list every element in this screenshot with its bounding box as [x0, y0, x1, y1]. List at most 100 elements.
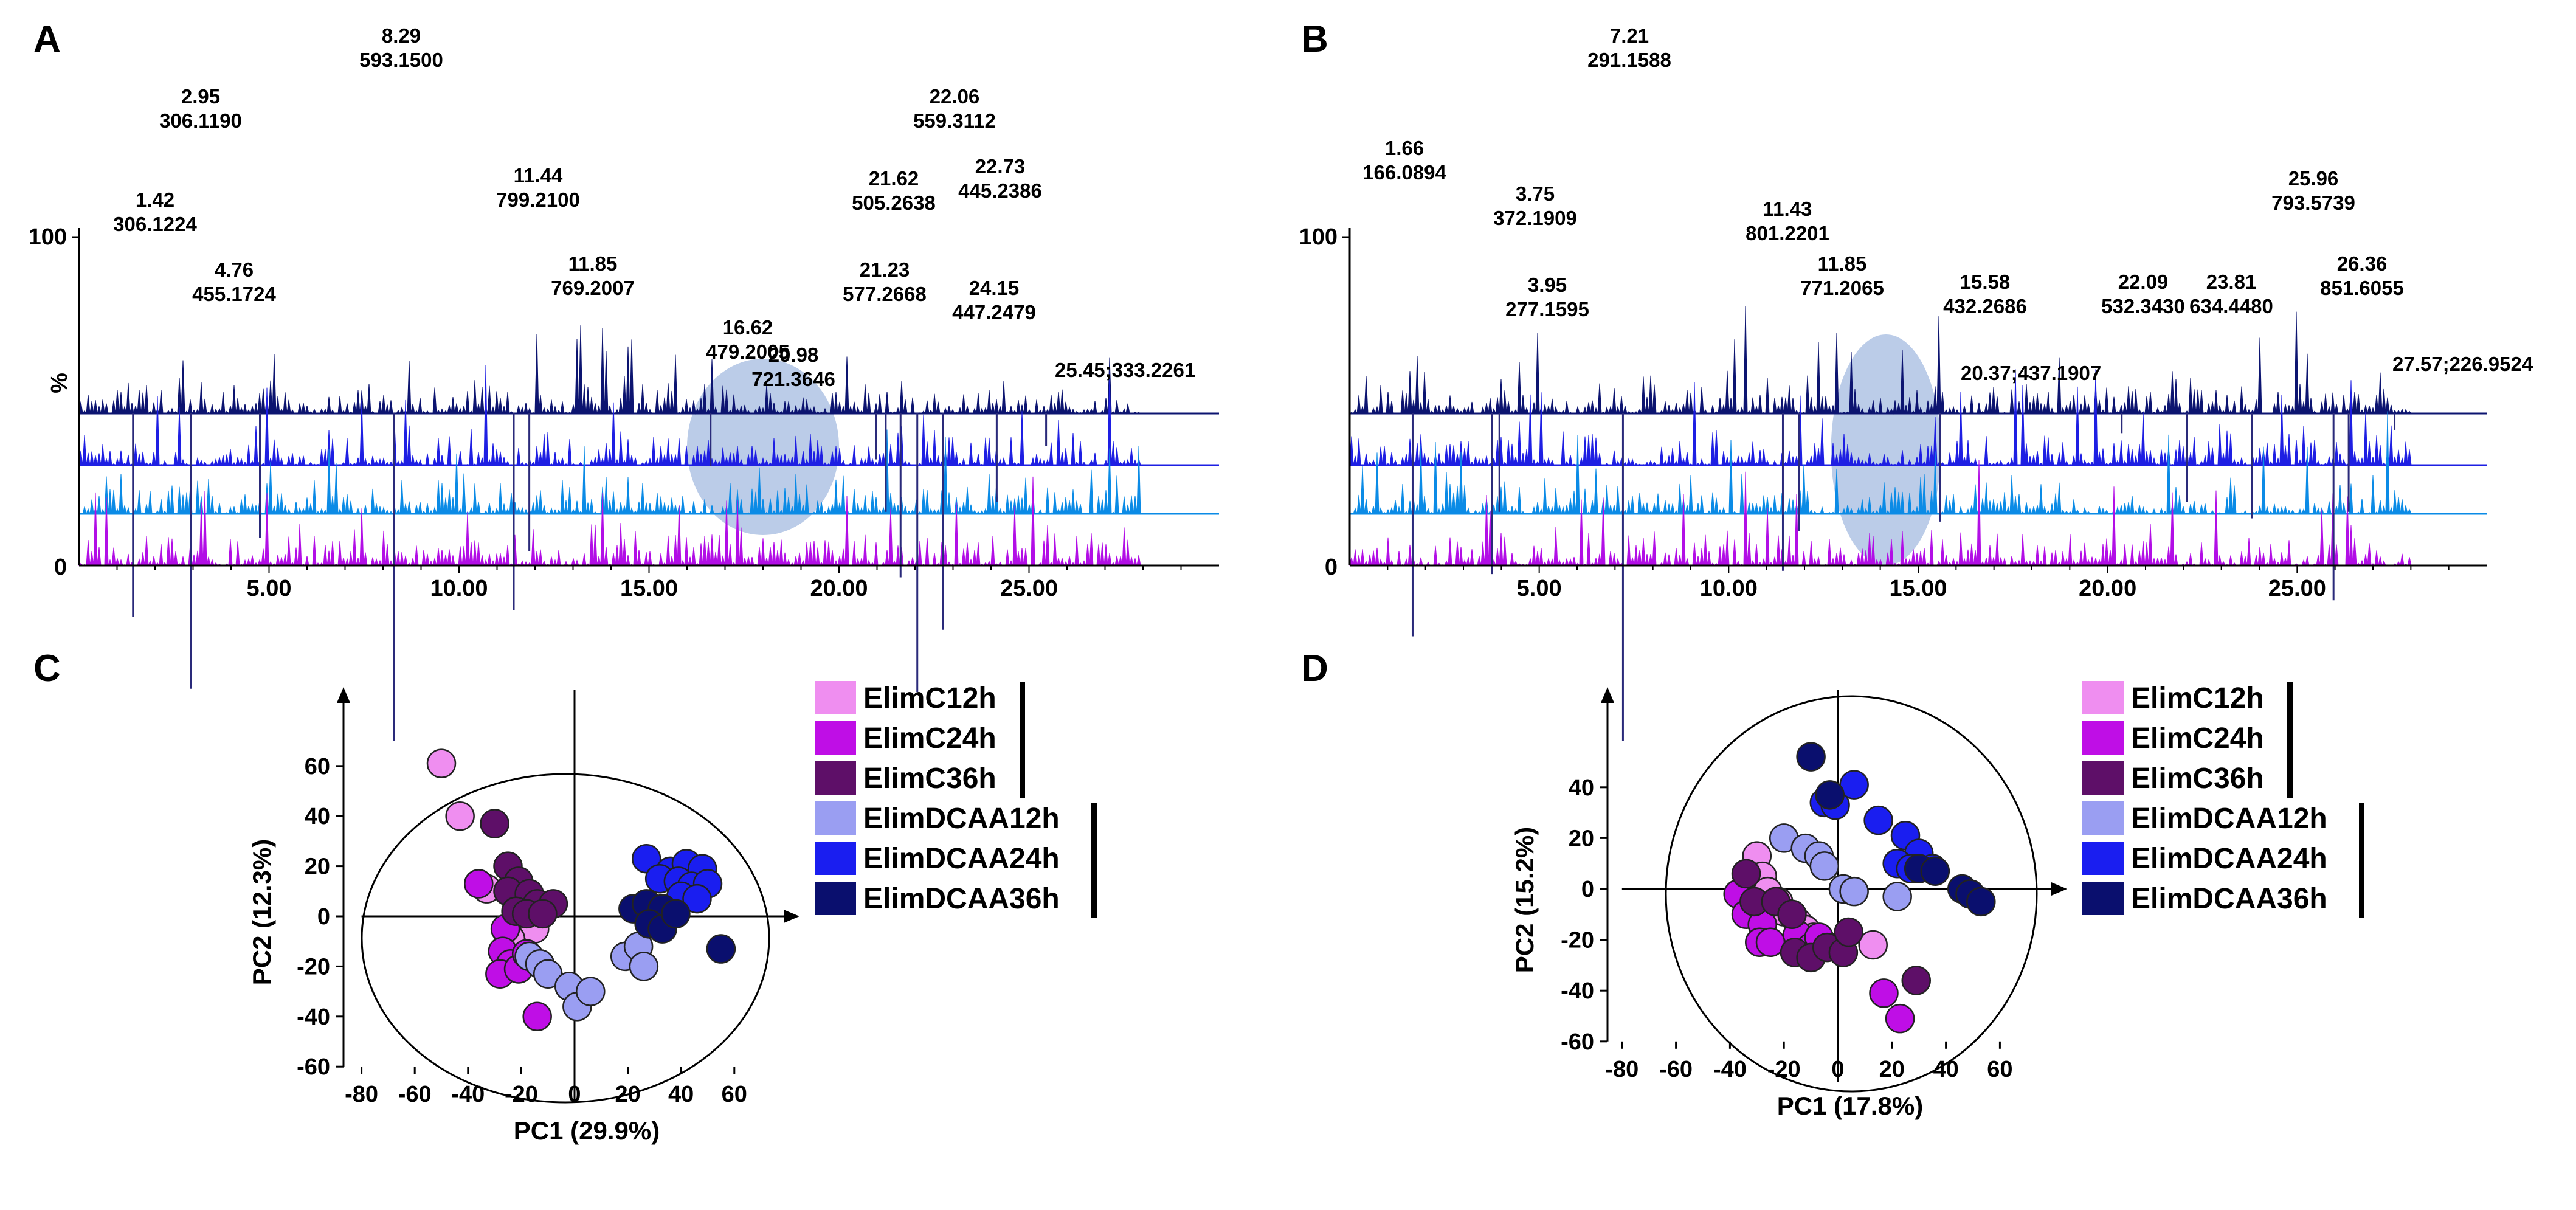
chromatogram-b: 100 0 5.00 10.00 15.00 20.00 25.00 1.66166.0894…: [1299, 24, 2533, 741]
group-bar: [2287, 682, 2293, 798]
peak-label-mz: 479.2005: [706, 341, 790, 363]
y-tick-label: -60: [297, 1054, 330, 1080]
data-point: [1731, 859, 1761, 889]
peak-label-rt: 11.43: [1763, 198, 1812, 220]
peak-label-mz: 793.5739: [2271, 192, 2355, 214]
x-tick-label: 20.00: [810, 576, 868, 601]
trace-2: [78, 365, 1141, 466]
peak-label-rt: 3.95: [1528, 274, 1567, 296]
peak-label-rt: 23.81: [2206, 271, 2257, 293]
peak-label-mz: 593.1500: [359, 49, 443, 71]
peak-label-rt: 1.66: [1385, 137, 1424, 159]
y-axis-title: PC2 (12.3%): [247, 839, 276, 985]
peak-label-rt: 8.29: [382, 24, 421, 47]
data-point: [1863, 805, 1893, 835]
legend-c: ElimC12h ElimC24h ElimC36h ElimDCAA12h ElimD…: [815, 681, 1097, 918]
data-point: [629, 952, 659, 981]
panel-letter-a: A: [33, 18, 61, 60]
x-tick-label: -20: [1767, 1057, 1801, 1082]
data-point: [1966, 887, 1996, 917]
data-point: [1809, 851, 1840, 881]
peak-label-mz: 721.3646: [751, 368, 835, 390]
x-tick-label: -40: [451, 1082, 485, 1107]
peak-label-mz: 505.2638: [852, 192, 936, 214]
x-tick-label: 20.00: [2079, 576, 2136, 601]
x-tick-label: 60: [722, 1082, 747, 1107]
data-point: [576, 977, 606, 1006]
x-tick-label: -20: [505, 1082, 538, 1107]
x-tick-label: 25.00: [2268, 576, 2326, 601]
peak-label-rt: 22.73: [975, 155, 1026, 178]
peak-label-rt: 22.09: [2118, 271, 2169, 293]
peak-label-mz: 166.0894: [1362, 161, 1446, 184]
x-tick-label: 20: [1879, 1057, 1905, 1082]
peak-label-mz: 771.2065: [1800, 277, 1884, 299]
peak-label-mz: 634.4480: [2189, 295, 2273, 317]
confidence-ellipse: [361, 773, 770, 1104]
peak-label-rt: 3.75: [1516, 182, 1555, 205]
data-point: [522, 1001, 552, 1032]
data-point: [1885, 1003, 1915, 1034]
x-tick-label: -80: [1605, 1057, 1638, 1082]
legend-label: ElimC24h: [863, 722, 996, 755]
peak-label-rt: 21.23: [860, 258, 910, 281]
y-tick-label: -20: [1561, 928, 1594, 953]
legend-swatch: [815, 761, 856, 795]
y-tick-label: 40: [1569, 775, 1594, 801]
y-axis-arrow: [337, 687, 350, 703]
y-axis-arrow: [1601, 687, 1614, 703]
data-point: [528, 899, 558, 929]
confidence-ellipse: [1665, 695, 2038, 1093]
data-point: [1901, 966, 1932, 995]
y-tick-label: 100: [29, 224, 67, 250]
data-point: [1920, 856, 1950, 886]
peak-label-mz: 559.3112: [913, 109, 996, 132]
data-point: [706, 934, 736, 964]
panel-letter-d: D: [1301, 648, 1328, 690]
trace-1: [78, 325, 1142, 415]
peak-label-inline: 25.45;333.2261: [1055, 359, 1195, 381]
x-axis-title: PC1 (17.8%): [1777, 1091, 1923, 1120]
data-point: [445, 801, 475, 831]
legend-label: ElimDCAA12h: [863, 803, 1060, 835]
chromatogram-a: 100 0% 5.00 10.00 15.00 20.00 25.00 1.42306.122…: [29, 24, 1219, 741]
legend-swatch: [2082, 842, 2124, 875]
x-tick-label: 60: [1987, 1057, 2012, 1082]
legend-d: ElimC12h ElimC24h ElimC36h ElimDCAA12h ElimD…: [2082, 681, 2364, 918]
data-point: [1858, 930, 1888, 960]
legend-swatch: [815, 801, 856, 835]
peak-label-inline: 20.37;437.1907: [1961, 362, 2101, 384]
x-axis-arrow: [784, 910, 799, 923]
peak-label-rt: 1.42: [136, 188, 174, 211]
legend-swatch: [815, 681, 856, 714]
peak-label-mz: 447.2479: [952, 301, 1036, 323]
legend-swatch: [2082, 721, 2124, 755]
legend-label: ElimDCAA12h: [2131, 803, 2327, 835]
legend-label: ElimC12h: [863, 682, 996, 714]
x-tick-label: 10.00: [1700, 576, 1758, 601]
x-tick-label: 40: [1933, 1057, 1958, 1082]
data-point: [1796, 742, 1826, 772]
group-bar: [1091, 803, 1097, 918]
group-bar: [1020, 682, 1025, 798]
x-tick-label: 5.00: [1517, 576, 1562, 601]
y-tick-label: 20: [305, 854, 330, 880]
trace-4: [78, 476, 1141, 567]
panel-letter-b: B: [1301, 18, 1328, 60]
y-tick-label: 0: [1325, 555, 1338, 580]
data-point: [464, 869, 494, 899]
y-tick-label: 40: [305, 804, 330, 829]
legend-label: ElimDCAA36h: [2131, 883, 2327, 915]
legend-swatch: [815, 882, 856, 915]
peak-label-rt: 7.21: [1610, 24, 1649, 47]
y-axis-title: PC2 (15.2%): [1510, 827, 1539, 973]
data-point: [682, 883, 712, 914]
data-point: [1869, 978, 1899, 1008]
y-tick-label: 60: [305, 754, 330, 780]
y-tick-label: -40: [1561, 978, 1594, 1004]
peak-label-mz: 306.1224: [113, 213, 197, 235]
y-tick-label: -60: [1561, 1029, 1594, 1055]
peak-label-mz: 769.2007: [551, 277, 635, 299]
highlight-ellipse: [687, 359, 839, 535]
